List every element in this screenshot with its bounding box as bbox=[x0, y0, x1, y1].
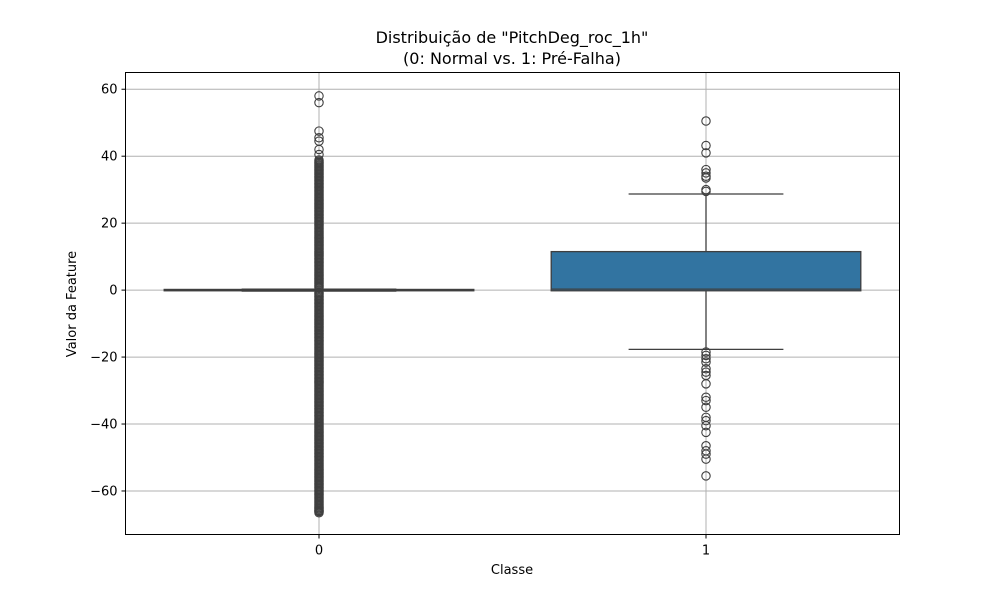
outlier-point bbox=[314, 126, 324, 136]
plot-frame bbox=[125, 72, 900, 535]
outlier-point bbox=[314, 97, 324, 108]
outlier-point bbox=[314, 133, 324, 143]
outlier-point bbox=[701, 402, 711, 413]
outlier-point bbox=[701, 420, 711, 431]
outlier-point bbox=[701, 353, 711, 364]
outlier-point bbox=[701, 379, 711, 389]
outlier-point bbox=[314, 149, 324, 160]
y-tick-label: −60 bbox=[90, 484, 117, 499]
outlier-point bbox=[701, 395, 711, 406]
outlier-point bbox=[701, 173, 711, 183]
outlier-point bbox=[701, 454, 711, 464]
box-iqr bbox=[550, 250, 862, 292]
y-tick-label: 20 bbox=[101, 217, 118, 232]
y-tick-label: −40 bbox=[90, 418, 117, 433]
y-tick-label: 0 bbox=[109, 284, 117, 299]
y-tick-label: 60 bbox=[101, 83, 118, 98]
outlier-point bbox=[701, 471, 711, 481]
outlier-point bbox=[701, 364, 711, 374]
outlier-point bbox=[701, 140, 711, 151]
outlier-point bbox=[701, 116, 711, 126]
x-tick-label: 0 bbox=[315, 544, 323, 559]
outlier-point bbox=[701, 415, 711, 426]
outlier-point bbox=[314, 506, 324, 516]
box-group-0 bbox=[163, 91, 475, 518]
outlier-point bbox=[314, 144, 324, 155]
outlier-point bbox=[701, 168, 711, 178]
outlier-point bbox=[701, 186, 711, 197]
grid-layer bbox=[125, 72, 900, 535]
y-tick-label: −20 bbox=[90, 351, 117, 366]
ticks-layer: −60 −40 −20 0 20 40 60 0 1 bbox=[90, 83, 710, 559]
x-axis-label: Classe bbox=[491, 563, 533, 578]
outlier-point bbox=[701, 427, 711, 438]
outlier-point bbox=[701, 347, 711, 357]
outlier-point bbox=[701, 392, 711, 402]
outlier-point bbox=[701, 148, 711, 158]
outlier-point bbox=[314, 91, 324, 101]
chart-title: Distribuição de "PitchDeg_roc_1h" bbox=[376, 28, 649, 48]
outlier-point bbox=[314, 155, 324, 165]
outlier-point bbox=[701, 367, 711, 377]
y-tick-label: 40 bbox=[101, 150, 118, 165]
outlier-point bbox=[701, 449, 711, 459]
chart-subtitle: (0: Normal vs. 1: Pré-Falha) bbox=[403, 49, 621, 68]
marks-layer bbox=[163, 91, 862, 518]
outlier-point bbox=[701, 357, 711, 367]
outlier-point bbox=[701, 350, 711, 361]
box-group-1 bbox=[550, 116, 862, 481]
x-tick-label: 1 bbox=[702, 544, 710, 559]
y-axis-label: Valor da Feature bbox=[65, 251, 80, 357]
